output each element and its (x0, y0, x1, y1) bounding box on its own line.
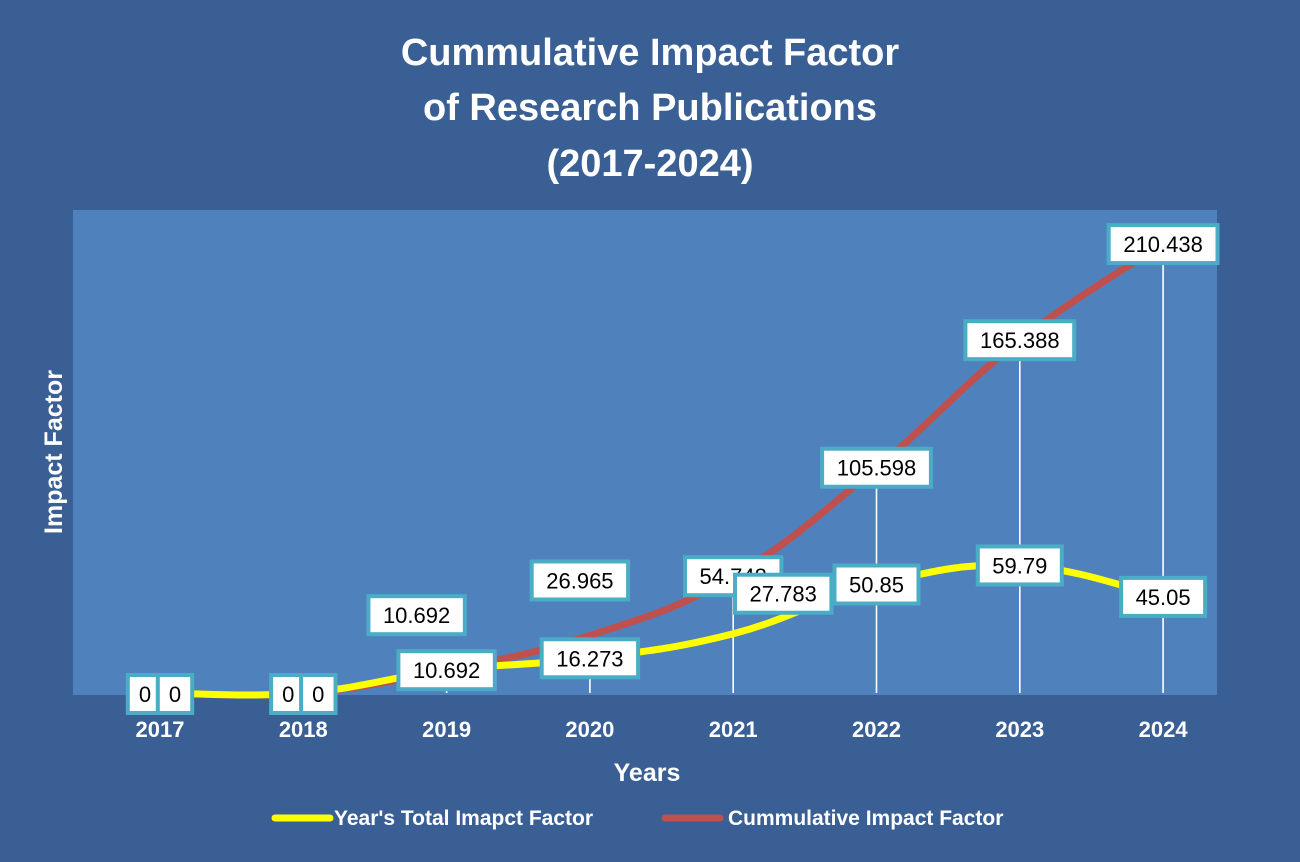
data-label-cumulative-2018-text: 0 (312, 682, 324, 707)
data-label-yearly-2024-text: 45.05 (1136, 585, 1191, 610)
legend: Year's Total Imapct Factor Cummulative Im… (271, 807, 1003, 830)
y-axis-title: Impact Factor (40, 370, 68, 534)
chart-title: Cummulative Impact Factor of Research Pu… (401, 32, 900, 185)
data-label-yearly-2018-text: 0 (282, 682, 294, 707)
data-label-yearly-2023: 59.79 (975, 544, 1064, 587)
data-label-cumulative-2020-text: 26.965 (546, 568, 613, 593)
x-tick-label-2019: 2019 (422, 717, 471, 742)
data-label-cumulative-2023-text: 165.388 (980, 328, 1060, 353)
data-label-yearly-2022-box (832, 563, 921, 606)
data-label-cumulative-2017-text: 0 (169, 682, 181, 707)
data-label-yearly-2021-box (733, 572, 834, 615)
chart-title-line-2: of Research Publications (423, 87, 877, 129)
data-label-cumulative-2024-text: 210.438 (1123, 232, 1203, 257)
data-label-yearly-2022: 50.85 (832, 563, 921, 606)
x-tick-label-2022: 2022 (852, 717, 901, 742)
data-label-yearly-2021: 27.783 (733, 572, 834, 615)
data-label-yearly-2019-text: 10.692 (413, 658, 480, 683)
data-label-yearly-2024: 45.05 (1119, 575, 1208, 618)
x-tick-label-2023: 2023 (995, 717, 1044, 742)
data-label-yearly-2020-text: 16.273 (556, 646, 623, 671)
data-label-cumulative-2018-box (299, 673, 338, 715)
plot-area (73, 210, 1217, 695)
data-label-cumulative-2019: 10.692 (366, 594, 467, 637)
data-label-yearly-2020: 16.273 (539, 637, 641, 680)
data-label-cumulative-2020-box (529, 559, 631, 602)
chart-title-line-3: (2017-2024) (546, 143, 753, 185)
x-tick-label-2021: 2021 (709, 717, 758, 742)
chart-title-line-1: Cummulative Impact Factor (401, 32, 900, 74)
data-label-cumulative-2017: 0 (155, 673, 195, 715)
data-label-yearly-2021-text: 27.783 (750, 582, 817, 607)
legend-label: Cummulative Impact Factor (728, 807, 1003, 830)
data-label-cumulative-2020: 26.965 (529, 559, 631, 602)
data-label-cumulative-2022-box (820, 446, 933, 489)
legend-label: Year's Total Imapct Factor (334, 807, 593, 830)
data-label-cumulative-2022-text: 105.598 (837, 456, 917, 481)
x-axis-ticks: 2017 2018 2019 2020 2021 2022 2023 2024 (136, 717, 1189, 742)
data-label-cumulative-2024: 210.438 (1106, 223, 1220, 266)
legend-item-cumulative: Cummulative Impact Factor (661, 807, 1003, 830)
legend-item-yearly: Year's Total Imapct Factor (271, 807, 593, 830)
x-tick-label-2024: 2024 (1139, 717, 1189, 742)
data-label-yearly-2019: 10.692 (396, 649, 497, 692)
data-label-yearly-2022-text: 50.85 (849, 573, 904, 598)
x-tick-label-2020: 2020 (565, 717, 614, 742)
x-axis-title: Years (614, 759, 681, 787)
data-label-cumulative-2018: 0 (299, 673, 338, 715)
data-label-yearly-2023-text: 59.79 (992, 553, 1047, 578)
x-tick-label-2018: 2018 (279, 717, 328, 742)
data-label-cumulative-2019-text: 10.692 (383, 603, 450, 628)
data-label-cumulative-2019-box (366, 594, 467, 637)
x-tick-label-2017: 2017 (136, 717, 185, 742)
data-label-cumulative-2023-box (963, 319, 1077, 362)
data-label-yearly-2020-box (539, 637, 641, 680)
data-labels: 000010.69210.69226.96516.27354.74827.783… (125, 223, 1220, 715)
data-label-yearly-2019-box (396, 649, 497, 692)
data-label-cumulative-2023: 165.388 (963, 319, 1077, 362)
data-label-yearly-2023-box (975, 544, 1064, 587)
data-label-yearly-2024-box (1119, 575, 1208, 618)
data-label-cumulative-2024-box (1106, 223, 1220, 266)
data-label-cumulative-2022: 105.598 (820, 446, 933, 489)
data-label-yearly-2017-text: 0 (139, 682, 151, 707)
data-label-cumulative-2017-box (155, 673, 195, 715)
